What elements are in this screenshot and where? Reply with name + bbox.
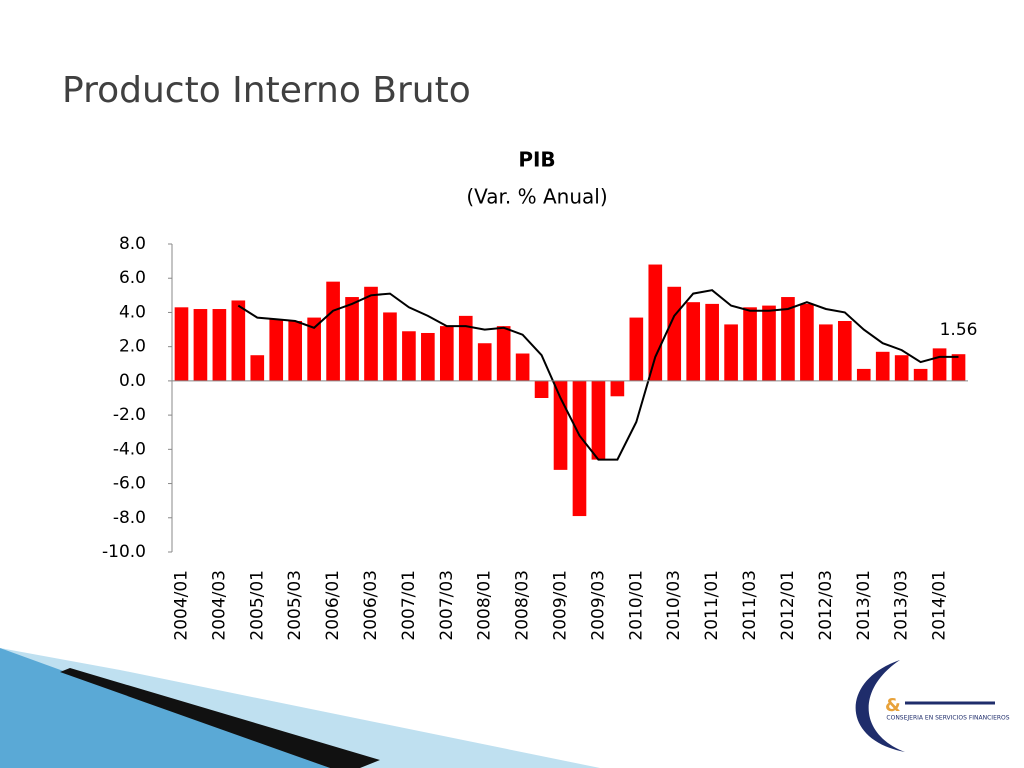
y-tick-label: 4.0 <box>119 302 146 322</box>
bar <box>326 281 340 381</box>
bar <box>421 332 435 381</box>
bar <box>439 326 454 381</box>
bar <box>894 355 909 381</box>
x-tick-label: 2006/03 <box>361 570 381 641</box>
bar <box>856 368 871 381</box>
x-tick-label: 2008/01 <box>475 570 495 641</box>
x-tick-label: 2007/01 <box>399 570 419 641</box>
bar <box>250 355 265 381</box>
x-tick-label: 2004/03 <box>209 570 229 641</box>
x-tick-label: 2012/01 <box>778 570 798 641</box>
bar <box>193 309 208 381</box>
bar <box>951 354 966 381</box>
bar <box>800 303 814 381</box>
x-tick-label: 2004/01 <box>171 570 191 641</box>
y-tick-label: 2.0 <box>119 337 146 357</box>
x-tick-label: 2005/03 <box>285 570 305 641</box>
x-tick-label: 2006/01 <box>323 570 343 641</box>
bar <box>383 312 397 381</box>
y-tick-label: -10.0 <box>102 542 146 562</box>
slide-title: Producto Interno Bruto <box>62 70 471 111</box>
bar <box>174 307 189 381</box>
bar <box>307 317 321 381</box>
y-tick-label: -2.0 <box>113 405 146 425</box>
bar <box>572 380 587 517</box>
bar <box>932 348 947 381</box>
bar <box>875 351 890 381</box>
bar <box>515 353 530 381</box>
y-tick-label: -8.0 <box>113 508 146 528</box>
x-tick-label: 2009/01 <box>551 570 571 641</box>
bar <box>553 380 568 470</box>
bar <box>762 305 776 381</box>
bar <box>458 315 473 381</box>
bar <box>212 309 227 381</box>
x-tick-label: 2008/03 <box>513 570 533 641</box>
bar <box>534 380 549 398</box>
x-tick-label: 2014/01 <box>930 570 950 641</box>
x-tick-label: 2007/03 <box>437 570 457 641</box>
bar <box>686 302 701 381</box>
x-tick-label: 2010/03 <box>664 570 684 641</box>
x-tick-label: 2005/01 <box>247 570 267 641</box>
y-tick-label: 6.0 <box>119 268 146 288</box>
line <box>237 289 959 461</box>
x-tick-label: 2010/01 <box>626 570 646 641</box>
bar <box>231 300 246 381</box>
bar <box>781 297 795 381</box>
y-tick-label: 0.0 <box>119 371 146 391</box>
bar <box>667 286 682 381</box>
y-tick-label: -6.0 <box>113 474 146 494</box>
decor-swoosh-dark <box>60 668 380 768</box>
bar <box>913 368 928 381</box>
bar <box>345 297 359 381</box>
y-tick-label: 8.0 <box>119 234 146 254</box>
chart-subtitle: (Var. % Anual) <box>466 185 607 209</box>
bar <box>629 317 644 381</box>
bar <box>648 264 663 381</box>
bar <box>477 343 492 381</box>
bar <box>837 321 852 381</box>
logo-text: CONSEJERIA EN SERVICIOS FINANCIEROS <box>886 715 1009 722</box>
x-tick-label: 2011/03 <box>740 570 760 641</box>
logo: & CONSEJERIA EN SERVICIOS FINANCIEROS <box>855 660 1010 752</box>
bar <box>402 331 416 381</box>
chart-title: PIB <box>518 148 555 172</box>
decor-swoosh-light <box>0 648 600 768</box>
bar <box>591 380 606 460</box>
bar <box>819 324 833 381</box>
x-tick-label: 2009/03 <box>588 570 608 641</box>
bar <box>705 303 719 381</box>
x-tick-label: 2013/03 <box>892 570 912 641</box>
x-tick-label: 2012/03 <box>816 570 836 641</box>
data-label: 1.56 <box>940 320 978 340</box>
bar <box>610 380 625 397</box>
x-tick-label: 2013/01 <box>854 570 874 641</box>
logo-arc <box>855 660 905 752</box>
x-tick-label: 2011/01 <box>702 570 722 641</box>
logo-mark: & <box>885 695 901 716</box>
bar <box>496 326 511 381</box>
y-tick-label: -4.0 <box>113 439 146 459</box>
bar <box>743 307 757 381</box>
bar <box>288 321 303 381</box>
bar <box>269 319 284 381</box>
bar <box>364 286 378 381</box>
bar <box>724 324 738 381</box>
